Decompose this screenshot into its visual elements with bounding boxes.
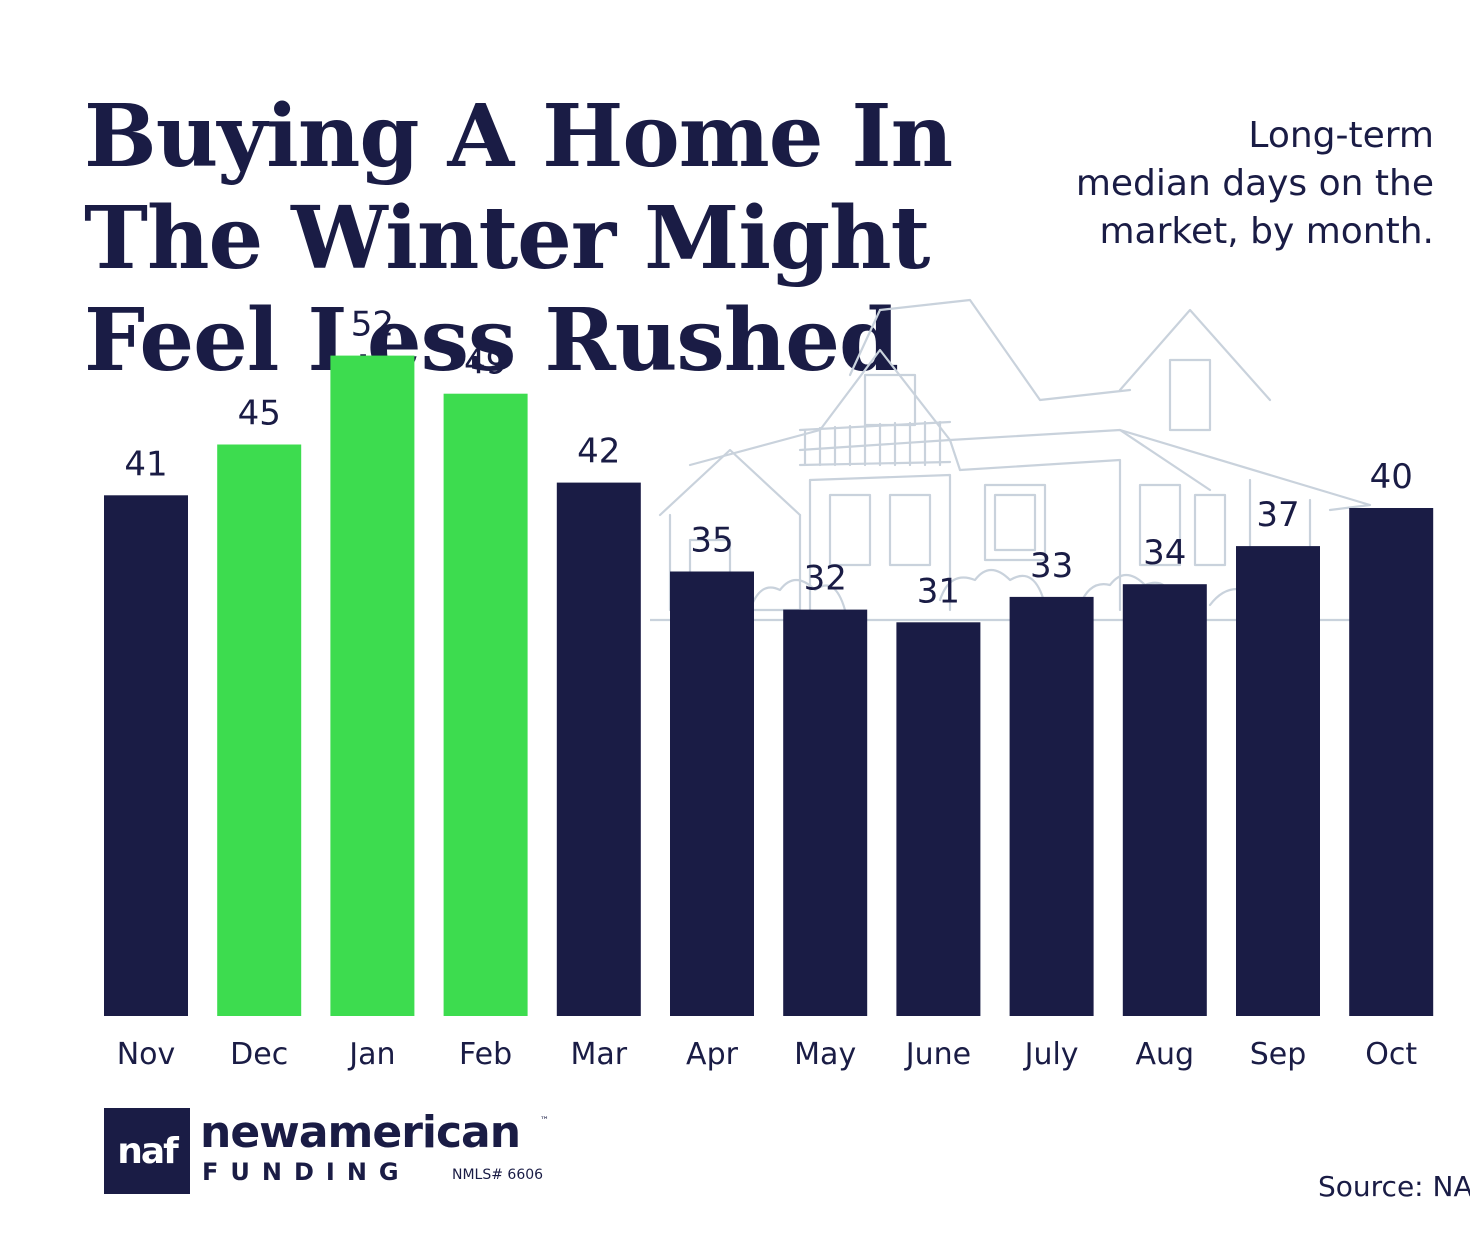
logo-wordmark: newamerican: [200, 1107, 521, 1158]
x-tick-label-apr: Apr: [686, 1037, 739, 1072]
title-line: Buying A Home In: [84, 86, 953, 187]
logo-trademark: ™: [540, 1116, 549, 1126]
x-tick-label-feb: Feb: [459, 1037, 512, 1072]
bar-mar: [556, 482, 641, 1017]
data-label-sep: 37: [1256, 495, 1299, 535]
data-label-apr: 35: [690, 521, 733, 561]
x-tick-label-aug: Aug: [1136, 1037, 1195, 1072]
x-tick-label-dec: Dec: [230, 1037, 288, 1072]
bar-july: [1009, 596, 1094, 1016]
bar-oct: [1349, 508, 1434, 1016]
data-label-nov: 41: [124, 444, 167, 484]
logo-mark-text: naf: [117, 1130, 179, 1172]
data-label-may: 32: [804, 559, 847, 599]
data-label-oct: 40: [1370, 457, 1413, 497]
naf-logo-mark: naf: [104, 1108, 190, 1194]
chart-subtitle: Long-term median days on the market, by …: [964, 112, 1434, 256]
bar-sep: [1236, 546, 1320, 1016]
bar-jan: [330, 355, 415, 1017]
bar-dec: [217, 444, 302, 1016]
x-tick-label-nov: Nov: [117, 1037, 176, 1072]
bar-feb: [443, 393, 528, 1016]
x-tick-label-jan: Jan: [347, 1037, 395, 1072]
subtitle-line: market, by month.: [1099, 211, 1434, 252]
data-label-june: 31: [917, 571, 960, 611]
source-note: Source: NA: [1318, 1170, 1470, 1203]
title-line: The Winter Might: [84, 188, 930, 289]
bar-may: [783, 609, 868, 1016]
data-label-jan: 52: [351, 305, 394, 345]
bar-nov: [104, 495, 188, 1016]
nmls-number: NMLS# 6606: [452, 1167, 544, 1183]
x-tick-label-may: May: [794, 1037, 856, 1072]
subtitle-line: median days on the: [1075, 163, 1434, 204]
data-label-july: 33: [1030, 546, 1073, 586]
title-line: Feel Less Rushed: [84, 290, 899, 391]
subtitle-line: Long-term: [1248, 115, 1434, 156]
x-tick-label-july: July: [1023, 1037, 1079, 1072]
x-tick-label-oct: Oct: [1365, 1037, 1417, 1072]
chart-title: Buying A Home In The Winter Might Feel L…: [84, 86, 984, 392]
data-label-dec: 45: [238, 394, 281, 434]
data-label-aug: 34: [1143, 533, 1186, 573]
bar-apr: [670, 571, 754, 1016]
x-tick-label-mar: Mar: [570, 1037, 627, 1072]
data-label-feb: 49: [464, 343, 507, 383]
x-tick-label-sep: Sep: [1250, 1037, 1307, 1072]
logo-funding: FUNDING: [202, 1158, 411, 1186]
bar-june: [896, 622, 981, 1016]
x-tick-label-june: June: [904, 1037, 971, 1072]
data-label-mar: 42: [577, 432, 620, 472]
bar-aug: [1122, 584, 1207, 1016]
